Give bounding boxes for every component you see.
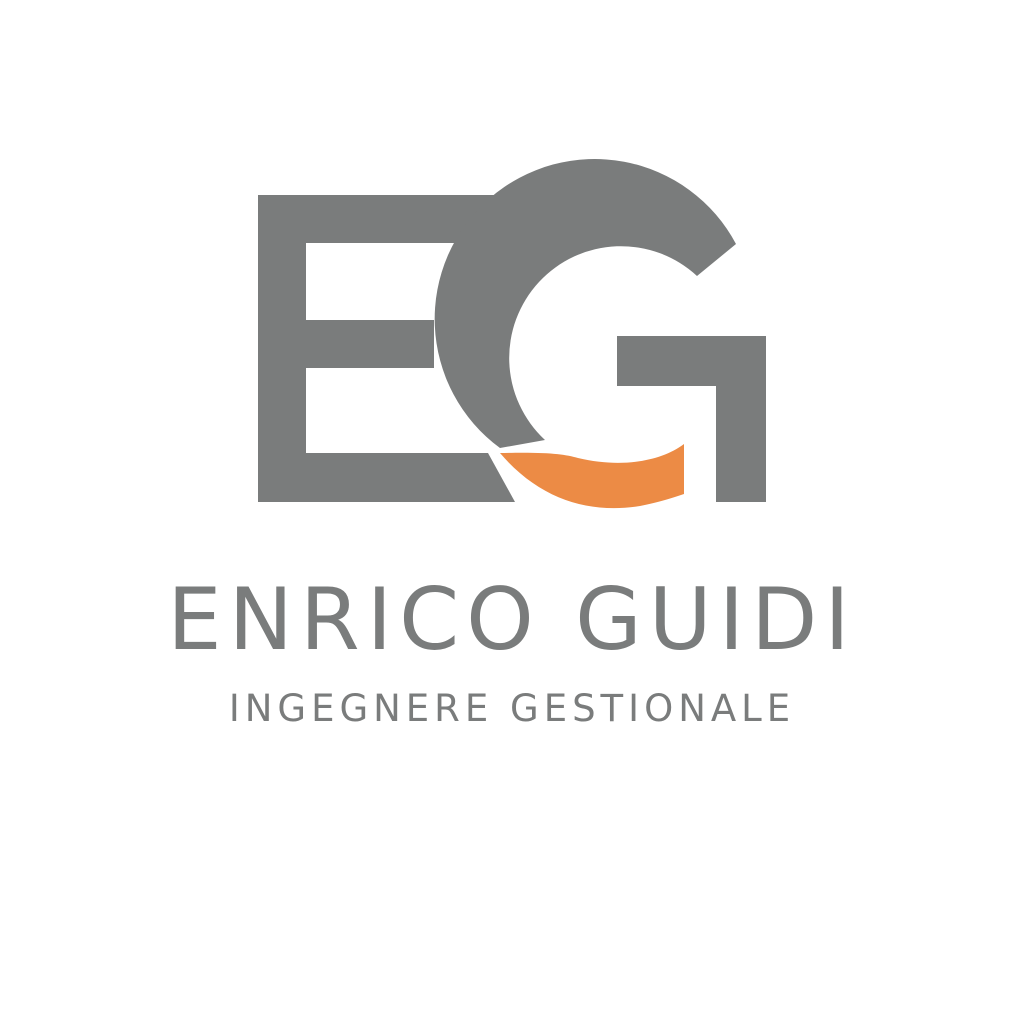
eg-monogram-logo: [258, 159, 766, 509]
letter-g-bar: [617, 336, 766, 502]
letter-g-arc: [434, 159, 736, 448]
letter-e: [258, 195, 515, 502]
company-name: ENRICO GUIDI: [167, 570, 857, 670]
letter-g-accent-swoosh: [500, 444, 684, 509]
letter-g: [434, 159, 766, 509]
letter-e-bottom-bar: [258, 453, 515, 502]
profession-subtitle: INGEGNERE GESTIONALE: [228, 687, 796, 730]
letter-e-middle-bar: [258, 320, 434, 368]
letter-e-top-bar: [258, 195, 498, 243]
